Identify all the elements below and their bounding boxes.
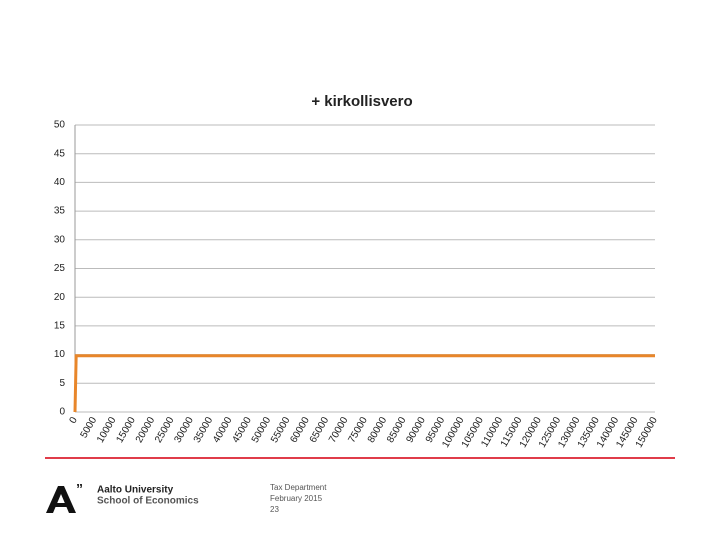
y-tick-label: 20	[54, 292, 66, 303]
page-number: 23	[270, 505, 279, 514]
y-tick-label: 15	[54, 321, 66, 332]
university: Aalto University	[97, 485, 174, 496]
y-tick-label: 45	[54, 148, 66, 159]
date: February 2015	[270, 494, 323, 503]
y-tick-label: 0	[59, 407, 65, 418]
y-tick-label: 50	[54, 120, 66, 131]
y-tick-label: 30	[54, 234, 66, 245]
department: Tax Department	[270, 483, 327, 492]
y-tick-label: 40	[54, 177, 66, 188]
y-tick-label: 35	[54, 206, 66, 217]
x-tick-label: 0	[68, 415, 81, 426]
chart-title: + kirkollisvero	[311, 93, 412, 110]
line	[73, 354, 655, 413]
y-tick-label: 5	[59, 378, 65, 389]
y-tick-label: 25	[54, 263, 66, 274]
school: School of Economics	[97, 496, 199, 507]
logo: ”	[46, 481, 83, 513]
svg-text:”: ”	[76, 481, 83, 497]
y-tick-label: 10	[54, 349, 66, 360]
